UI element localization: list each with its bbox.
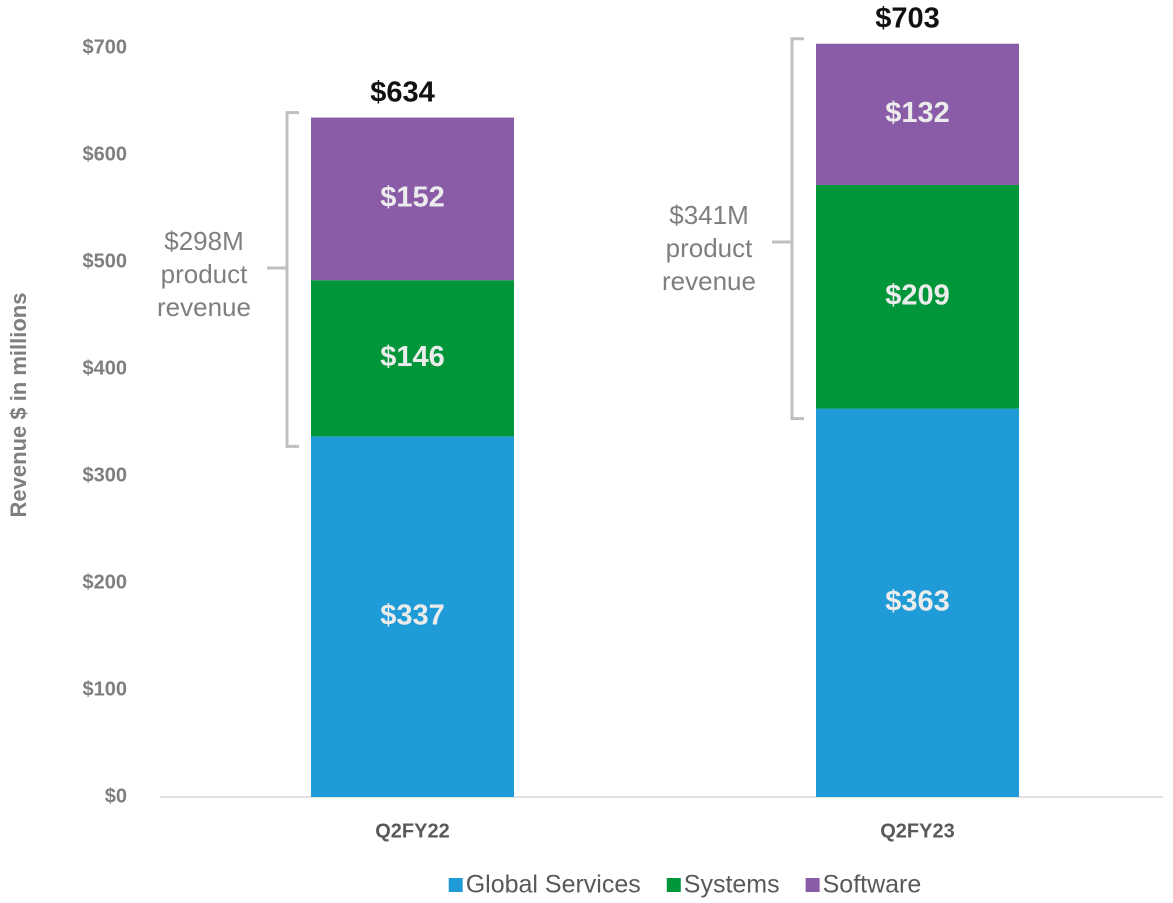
legend-label: Global Services bbox=[466, 871, 641, 899]
bar-segment bbox=[311, 117, 514, 281]
value-label: $363 bbox=[885, 585, 950, 617]
legend-label: Software bbox=[823, 871, 922, 899]
value-label: $337 bbox=[380, 599, 445, 631]
bar-segment bbox=[311, 280, 514, 437]
legend-swatch bbox=[448, 878, 463, 892]
x-tick-label: Q2FY23 bbox=[880, 820, 954, 842]
y-tick-label: $400 bbox=[83, 357, 128, 379]
legend-swatch bbox=[805, 878, 820, 892]
bracket bbox=[285, 111, 299, 448]
legend-label: Systems bbox=[684, 871, 780, 899]
value-label: $146 bbox=[380, 341, 445, 373]
annotation: product bbox=[666, 233, 753, 263]
bar-segment bbox=[816, 43, 1019, 185]
y-tick-label: $600 bbox=[83, 143, 128, 165]
x-tick-label: Q2FY22 bbox=[375, 820, 449, 842]
annotation: revenue bbox=[662, 266, 756, 296]
y-axis-title: Revenue $ in millions bbox=[6, 293, 31, 518]
value-label: $132 bbox=[885, 97, 950, 129]
annotation: $298M bbox=[164, 226, 244, 256]
y-tick-label: $300 bbox=[83, 464, 128, 486]
bar-segment bbox=[816, 408, 1019, 797]
total-label: $703 bbox=[875, 2, 940, 34]
y-tick-label: $200 bbox=[83, 571, 128, 593]
bracket bbox=[790, 37, 804, 421]
y-tick-label: $700 bbox=[83, 36, 128, 58]
annotation: $341M bbox=[669, 200, 749, 230]
annotation: revenue bbox=[157, 292, 251, 322]
y-tick-label: $500 bbox=[83, 250, 128, 272]
y-tick-label: $100 bbox=[83, 678, 128, 700]
total-label: $634 bbox=[370, 76, 435, 108]
value-label: $152 bbox=[380, 182, 445, 214]
annotation: product bbox=[161, 259, 248, 289]
y-tick-label: $0 bbox=[105, 785, 127, 807]
bar-segment bbox=[816, 184, 1019, 409]
legend-swatch bbox=[666, 878, 681, 892]
bar-segment bbox=[311, 436, 514, 797]
value-label: $209 bbox=[885, 279, 950, 311]
